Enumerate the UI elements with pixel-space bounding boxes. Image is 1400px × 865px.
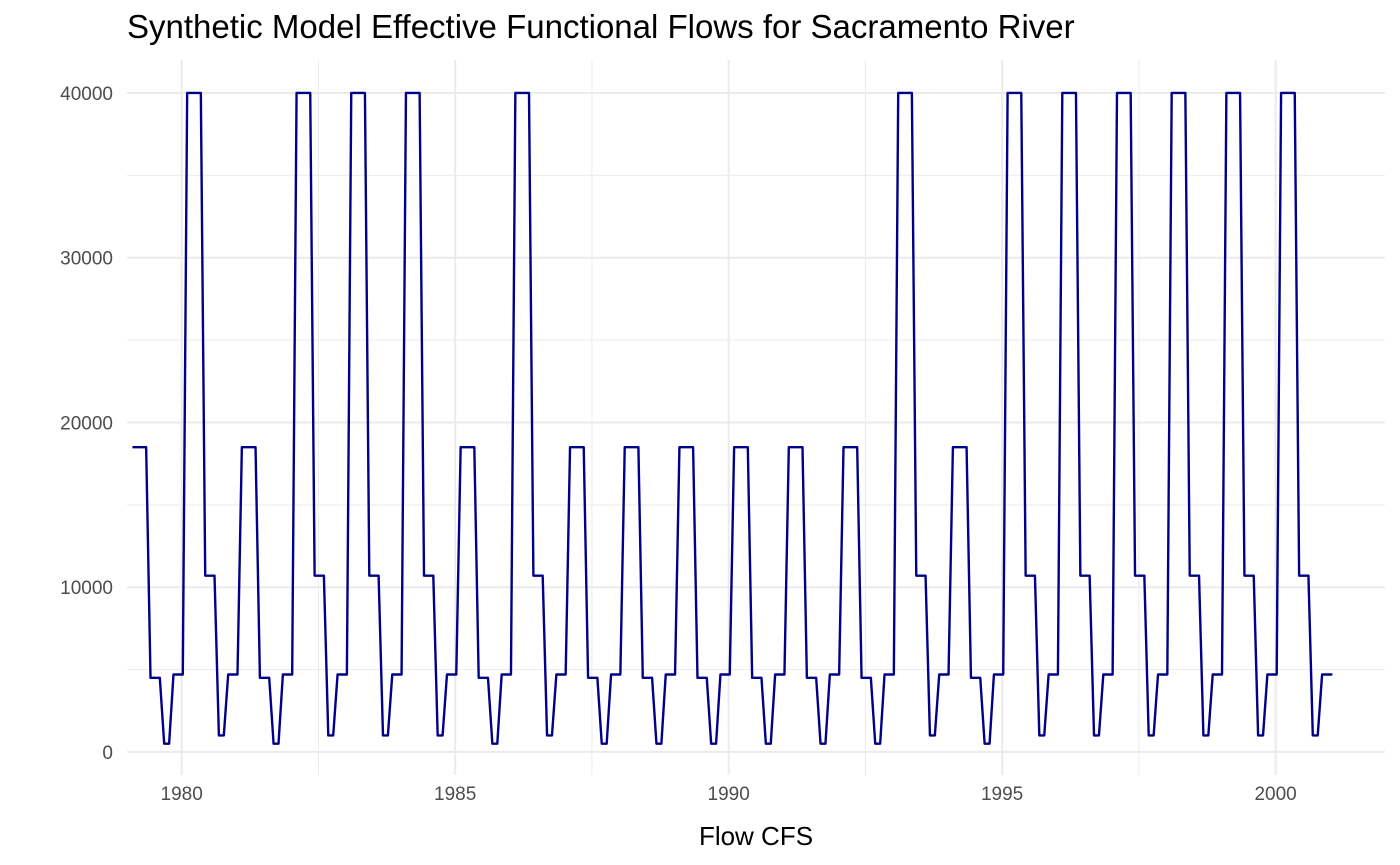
chart-title: Synthetic Model Effective Functional Flo… [127, 8, 1075, 45]
x-tick-label: 2000 [1254, 784, 1296, 805]
tick-labels: 1980 1985 1990 1995 200001000020000300004000… [60, 84, 1297, 805]
x-tick-label: 1995 [981, 784, 1023, 805]
y-tick-label: 40000 [60, 84, 113, 105]
x-tick-label: 1985 [434, 784, 476, 805]
x-tick-label: 1990 [708, 784, 750, 805]
y-tick-label: 20000 [60, 413, 113, 434]
gridlines [127, 60, 1385, 775]
series-layer [132, 91, 1333, 745]
y-tick-label: 30000 [60, 249, 113, 270]
series-line [132, 91, 1333, 745]
x-axis-title: Flow CFS [699, 821, 813, 851]
y-tick-label: 10000 [60, 578, 113, 599]
x-tick-label: 1980 [161, 784, 203, 805]
y-tick-label: 0 [102, 743, 113, 764]
